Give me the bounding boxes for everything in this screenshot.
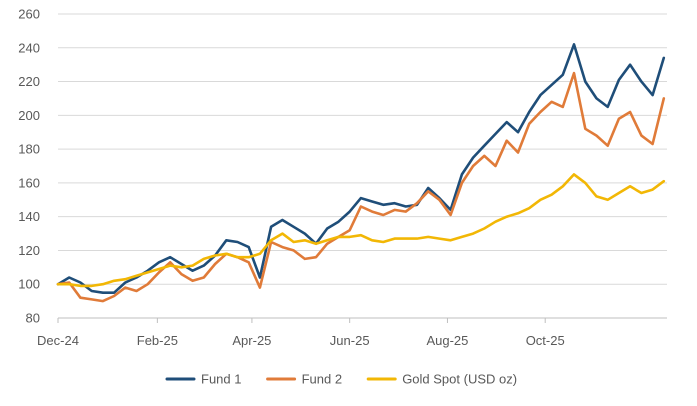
y-tick-label: 80	[26, 311, 40, 326]
gridlines	[58, 13, 667, 285]
y-tick-label: 240	[18, 40, 40, 55]
x-tick-label: Aug-25	[426, 333, 468, 348]
x-tick-label: Oct-25	[526, 333, 565, 348]
x-tick-label: Dec-24	[37, 333, 79, 348]
series-lines	[56, 43, 666, 303]
x-tick-label: Apr-25	[232, 333, 271, 348]
legend: Fund 1 Fund 2 Gold Spot (USD oz)	[165, 372, 517, 387]
y-tick-label: 140	[18, 209, 40, 224]
x-axis: Dec-24 Feb-25 Apr-25 Jun-25 Aug-25 Oct-25	[37, 317, 667, 348]
y-tick-label: 100	[18, 277, 40, 292]
x-tick-label: Feb-25	[137, 333, 178, 348]
series-line-2	[56, 71, 666, 303]
legend-label-2: Fund 2	[302, 372, 342, 387]
series-line-3	[56, 173, 666, 288]
y-tick-label: 160	[18, 175, 40, 190]
legend-label-1: Fund 1	[201, 372, 241, 387]
legend-label-3: Gold Spot (USD oz)	[402, 372, 517, 387]
y-tick-label: 120	[18, 243, 40, 258]
y-axis: 80 100 120 140 160 180 200 220 240 260	[18, 7, 40, 326]
y-tick-label: 180	[18, 142, 40, 157]
series-line-1	[56, 43, 666, 295]
y-tick-label: 200	[18, 108, 40, 123]
y-tick-label: 220	[18, 74, 40, 89]
x-tick-label: Jun-25	[330, 333, 370, 348]
y-tick-label: 260	[18, 7, 40, 22]
